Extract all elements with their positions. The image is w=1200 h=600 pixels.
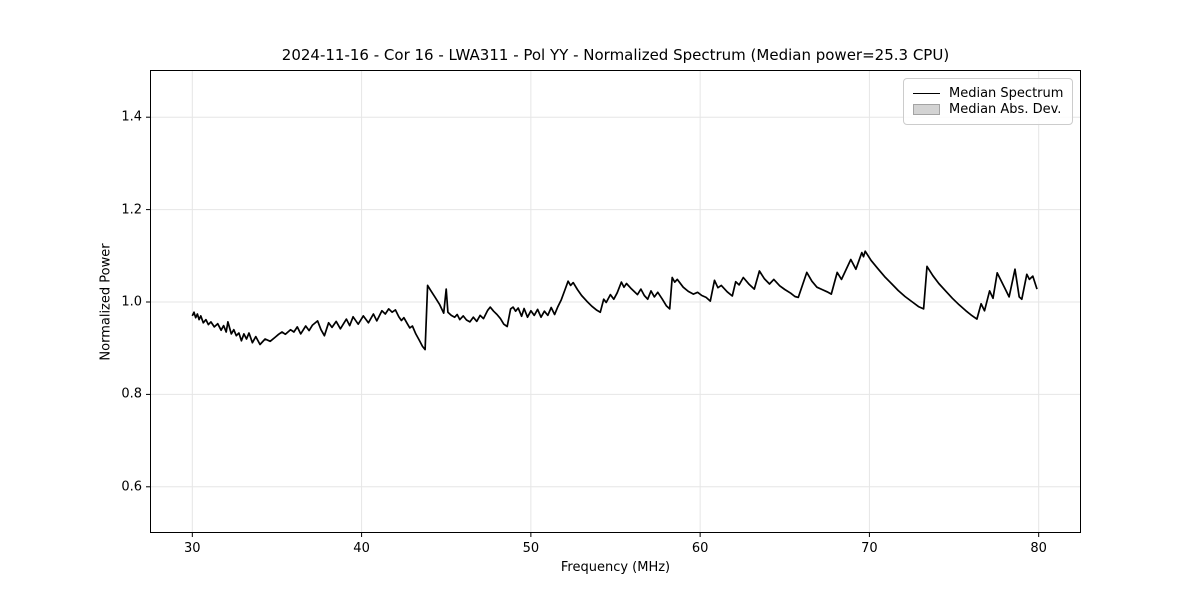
legend-label-median-abs-dev: Median Abs. Dev. xyxy=(949,102,1062,117)
legend-entry-median-spectrum: Median Spectrum xyxy=(913,86,1064,101)
x-tick-label: 70 xyxy=(861,541,878,556)
chart-title: 2024-11-16 - Cor 16 - LWA311 - Pol YY - … xyxy=(281,46,950,64)
y-tick-label: 0.8 xyxy=(121,386,142,402)
legend-patch-sample-icon xyxy=(913,104,940,115)
median-spectrum-line xyxy=(191,250,1038,351)
gridlines xyxy=(150,71,1081,533)
y-tick-label: 1.0 xyxy=(121,294,142,310)
x-tick-label: 60 xyxy=(691,541,709,556)
axis-tick-marks xyxy=(146,116,1040,537)
x-tick-label: 50 xyxy=(522,541,540,556)
legend-entry-median-abs-dev: Median Abs. Dev. xyxy=(913,102,1064,117)
legend-label-median-spectrum: Median Spectrum xyxy=(949,86,1064,101)
legend: Median Spectrum Median Abs. Dev. xyxy=(903,78,1073,125)
y-tick-label: 0.6 xyxy=(121,479,142,495)
plot-border xyxy=(150,70,1081,533)
x-tick-label: 80 xyxy=(1030,541,1047,556)
legend-line-sample-icon xyxy=(913,93,940,94)
x-axis-label: Frequency (MHz) xyxy=(560,560,671,575)
y-tick-label: 1.4 xyxy=(121,109,142,125)
series-path xyxy=(191,250,1038,351)
y-tick-label: 1.2 xyxy=(121,202,142,218)
x-tick-label: 40 xyxy=(353,541,370,556)
x-tick-label: 30 xyxy=(184,541,201,556)
